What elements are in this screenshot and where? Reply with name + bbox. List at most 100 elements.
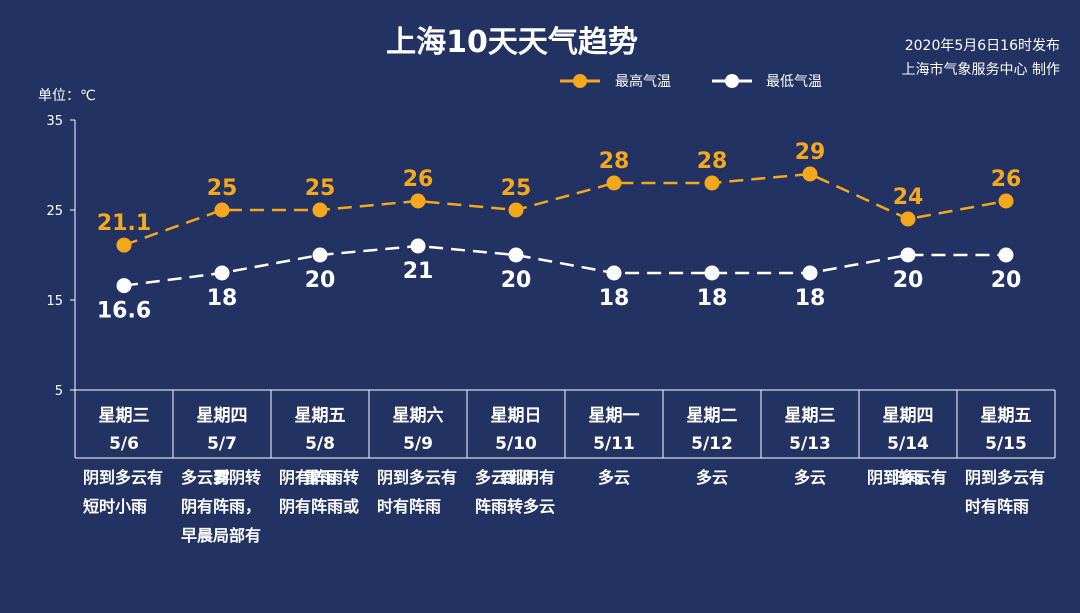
weather-desc-line: 早晨局部有 <box>181 526 261 545</box>
data-point-high <box>312 202 328 218</box>
data-point-high <box>900 211 916 227</box>
data-label-high: 28 <box>697 149 728 174</box>
series-line-low <box>123 244 1006 287</box>
date-label: 5/12 <box>691 434 733 454</box>
data-label-high: 29 <box>795 140 826 165</box>
weather-desc-line: 阴有阵雨或 <box>279 497 359 516</box>
y-tick-label: 35 <box>46 114 63 129</box>
date-label: 5/10 <box>495 434 537 454</box>
legend-low-label: 最低气温 <box>766 74 822 90</box>
y-tick-label: 5 <box>55 384 63 399</box>
weekday-label: 星期四 <box>197 406 248 426</box>
data-label-low: 20 <box>893 268 924 293</box>
axes: 5 15 25 35 <box>46 114 76 399</box>
data-point-low <box>116 278 132 294</box>
date-label: 5/6 <box>109 434 139 454</box>
data-label-low: 18 <box>795 286 826 311</box>
date-label: 5/8 <box>305 434 335 454</box>
series-layer: 21.1 25 25 26 25 28 28 29 24 26 16.6 18 20 21 20 18 18 18… <box>97 140 1021 324</box>
date-label: 5/11 <box>593 434 635 454</box>
data-point-low <box>606 265 622 281</box>
chart-title: 上海10天天气趋势 <box>386 25 638 60</box>
data-point-low <box>900 247 916 263</box>
data-point-high <box>704 175 720 191</box>
weather-desc-line: 时有阵雨 <box>377 497 441 516</box>
weekday-label: 星期三 <box>785 406 836 426</box>
weekday-label: 星期六 <box>393 405 444 426</box>
weather-desc-line: 阴到多云有 <box>867 468 947 487</box>
data-label-high: 26 <box>991 167 1022 192</box>
legend: 最高气温 最低气温 <box>560 73 822 90</box>
legend-low-marker <box>725 74 739 88</box>
weather-desc-line: 短时小雨 <box>83 497 147 516</box>
data-label-low: 16.6 <box>97 299 151 324</box>
date-label: 5/13 <box>789 434 831 454</box>
weather-desc-line: 多云 <box>794 468 826 487</box>
data-label-high: 21.1 <box>97 211 151 236</box>
date-label: 5/7 <box>207 434 237 454</box>
weather-desc-line: 多云 <box>696 468 728 487</box>
weekday-label: 星期五 <box>981 406 1032 426</box>
weather-desc-line: 到阴 <box>500 468 532 487</box>
weekday-label: 星期日 <box>491 406 542 426</box>
weather-desc-line: 阴到多云有 <box>965 468 1045 487</box>
unit-label: 单位：℃ <box>38 88 96 104</box>
data-label-high: 28 <box>599 149 630 174</box>
data-point-low <box>704 265 720 281</box>
y-tick-label: 15 <box>46 294 63 309</box>
date-label: 5/14 <box>887 434 929 454</box>
weekday-label: 星期一 <box>589 406 640 426</box>
data-point-low <box>214 265 230 281</box>
data-point-high <box>802 166 818 182</box>
weather-desc-line: 阴有阵雨， <box>181 497 261 516</box>
weather-desc-line: 阵雨 <box>892 468 924 487</box>
data-label-high: 25 <box>501 176 532 201</box>
data-label-low: 18 <box>207 286 238 311</box>
weekday-label: 星期四 <box>883 406 934 426</box>
series-line-high <box>123 172 1007 247</box>
weather-desc-line: 多云 <box>598 468 630 487</box>
data-point-low <box>998 247 1014 263</box>
data-point-low <box>312 247 328 263</box>
legend-high-label: 最高气温 <box>615 73 671 90</box>
data-point-high <box>116 237 132 253</box>
data-label-low: 20 <box>501 268 532 293</box>
data-point-high <box>214 202 230 218</box>
weather-desc-line: 雷雨 <box>304 468 336 487</box>
data-label-low: 18 <box>697 286 728 311</box>
weather-desc-line: 多云到阴有 <box>475 468 555 487</box>
data-label-high: 25 <box>207 176 238 201</box>
data-label-high: 24 <box>893 185 924 210</box>
data-point-low <box>802 265 818 281</box>
weather-desc-line: 时有阵雨 <box>965 497 1029 516</box>
data-point-high <box>508 202 524 218</box>
data-label-low: 20 <box>991 268 1022 293</box>
y-tick-label: 25 <box>46 204 63 219</box>
weather-desc-line: 阴到多云有 <box>377 468 457 487</box>
weather-desc-line: 阵雨转多云 <box>475 497 555 516</box>
data-point-high <box>998 193 1014 209</box>
legend-high-marker <box>573 74 587 88</box>
data-label-low: 20 <box>305 268 336 293</box>
date-label: 5/9 <box>403 434 433 454</box>
weather-desc-line: 阴有阵雨转 <box>279 468 359 487</box>
weekday-label: 星期五 <box>295 406 346 426</box>
data-point-low <box>410 238 426 254</box>
data-point-low <box>508 247 524 263</box>
weather-desc-line: 阴到多云有 <box>83 468 163 487</box>
publish-time: 2020年5月6日16时发布 <box>905 38 1060 54</box>
data-label-low: 18 <box>599 286 630 311</box>
date-label: 5/15 <box>985 434 1027 454</box>
weekday-label: 星期三 <box>99 406 150 426</box>
data-point-high <box>606 175 622 191</box>
weather-desc-line: 雾 <box>213 468 231 487</box>
producer-credit: 上海市气象服务中心 制作 <box>902 61 1060 78</box>
weather-desc-line: 多云到阴转 <box>181 468 261 487</box>
data-label-high: 25 <box>305 176 336 201</box>
data-point-high <box>410 193 426 209</box>
data-label-high: 26 <box>403 167 434 192</box>
data-label-low: 21 <box>403 259 434 284</box>
weekday-label: 星期二 <box>687 406 738 426</box>
